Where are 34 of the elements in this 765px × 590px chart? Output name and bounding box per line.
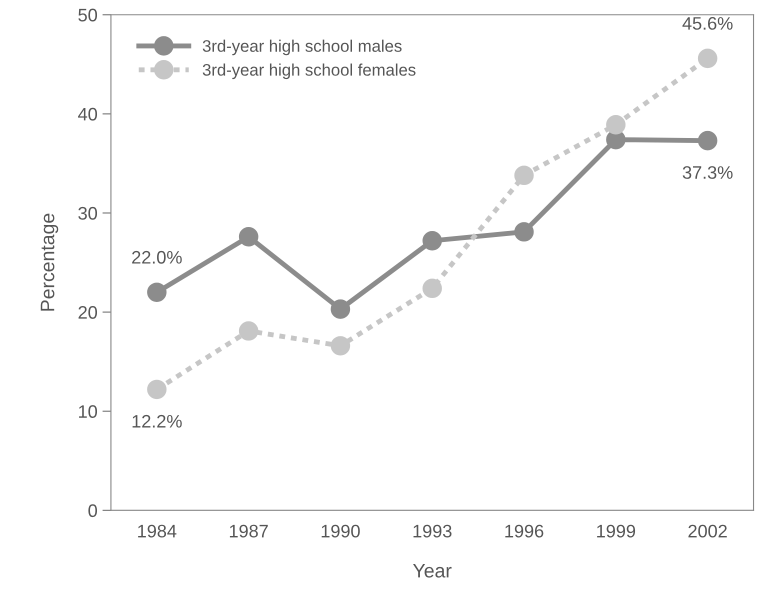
point <box>514 222 534 242</box>
x-axis-title: Year <box>413 564 452 578</box>
point <box>147 380 167 400</box>
point <box>330 336 350 356</box>
x-tick-label: 1990 <box>322 524 360 538</box>
x-tick-label: 1984 <box>138 524 176 538</box>
y-axis-title: Percentage <box>40 214 58 311</box>
x-tick-label: 1987 <box>230 524 268 538</box>
y-tick-label: 10 <box>79 405 98 418</box>
legend-label: 3rd-year high school females <box>202 64 416 80</box>
point <box>698 130 718 150</box>
y-tick-label: 40 <box>78 108 98 121</box>
x-tick-label: 1993 <box>414 524 452 538</box>
legend-label: 3rd-year high school males <box>202 40 402 56</box>
y-tick-label: 30 <box>78 206 98 220</box>
point <box>147 282 167 302</box>
point <box>238 227 258 246</box>
data-label: 12.2% <box>132 414 182 428</box>
y-tick-label: 50 <box>78 8 98 22</box>
data-label: 45.6% <box>682 17 733 30</box>
y-tick-label: 0 <box>88 504 98 518</box>
x-tick-label: 2002 <box>688 524 727 538</box>
data-label: 37.3% <box>682 166 733 179</box>
point <box>606 115 626 134</box>
point <box>330 299 350 319</box>
point <box>514 166 534 186</box>
x-tick-label: 1996 <box>505 524 544 538</box>
point <box>422 278 442 298</box>
point <box>238 321 258 341</box>
point <box>698 48 718 68</box>
y-tick-label: 20 <box>78 306 98 319</box>
point <box>422 231 442 250</box>
x-tick-label: 1999 <box>597 524 636 538</box>
data-label: 22.0% <box>132 250 182 264</box>
